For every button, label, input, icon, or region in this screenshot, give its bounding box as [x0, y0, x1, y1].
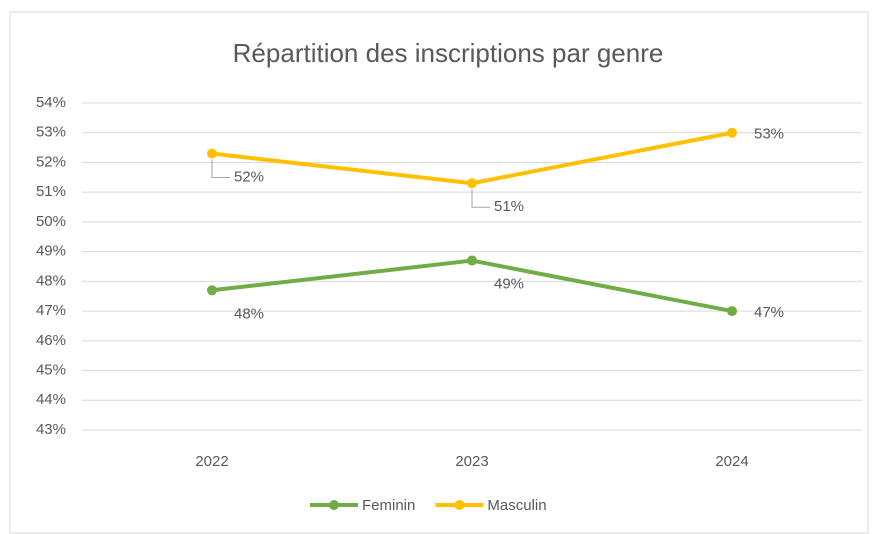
y-tick-label: 43% [36, 421, 66, 438]
legend-label: Masculin [487, 497, 546, 514]
point [727, 306, 737, 317]
legend-label: Feminin [362, 497, 415, 514]
y-tick-label: 47% [36, 302, 66, 319]
legend-marker [329, 500, 339, 510]
legend-marker [454, 500, 465, 510]
point [727, 127, 737, 138]
point [207, 285, 217, 296]
chart-frame [9, 11, 869, 534]
point [467, 255, 477, 266]
data-label: 53% [754, 126, 784, 143]
y-tick-label: 50% [36, 213, 66, 230]
leader-line [471, 189, 490, 208]
x-tick-label: 2023 [455, 453, 488, 470]
y-tick-label: 51% [36, 183, 66, 200]
leader-line [211, 159, 230, 179]
data-label: 52% [234, 169, 264, 186]
x-tick-label: 2024 [715, 453, 748, 470]
data-label: 49% [494, 276, 524, 293]
y-tick-label: 54% [36, 94, 66, 111]
chart-title: Répartition des inscriptions par genre [233, 38, 664, 68]
y-tick-label: 45% [36, 362, 66, 379]
y-tick-label: 46% [36, 332, 66, 349]
data-label: 48% [234, 305, 264, 322]
x-tick-label: 2022 [195, 453, 228, 470]
data-label: 47% [754, 304, 784, 321]
y-tick-label: 53% [36, 124, 66, 141]
data-label: 51% [494, 198, 524, 215]
point [467, 178, 477, 189]
y-tick-label: 48% [36, 272, 66, 289]
point [207, 148, 217, 159]
y-tick-label: 49% [36, 243, 66, 260]
y-tick-label: 52% [36, 153, 66, 170]
y-tick-label: 44% [36, 391, 66, 408]
